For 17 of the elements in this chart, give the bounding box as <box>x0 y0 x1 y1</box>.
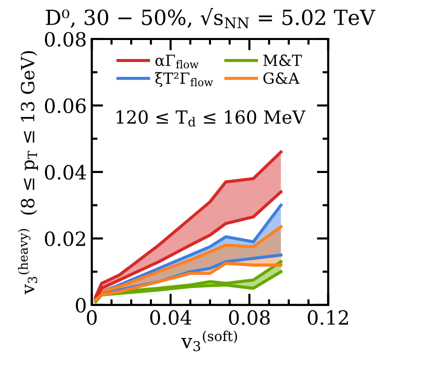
y-tick-label: 0.02 <box>44 231 86 246</box>
legend-label: αΓ$_{flow}$ <box>155 54 199 68</box>
y-tick-label: 0 <box>76 298 86 313</box>
y-tick-label: 0.08 <box>44 32 86 47</box>
x-tick-label: 0.04 <box>150 310 192 325</box>
legend-label: G&A <box>263 72 300 84</box>
x-axis-title: v$_{3}$$^{(soft)}$ <box>181 330 238 352</box>
x-tick-label: 0 <box>86 310 97 325</box>
x-tick-label: 0.12 <box>308 310 348 325</box>
y-axis-title: v$_{3}$$^{(heavy)}$ (8 ≤ p$_{T}$ ≤ 13 GeV) <box>18 51 38 294</box>
legend-label: ξT²Γ$_{flow}$ <box>155 72 213 87</box>
y-tick-label: 0.04 <box>44 164 86 180</box>
annotation: 120 ≤ T$_{d}$ ≤ 160 MeV <box>116 110 306 127</box>
y-tick-label: 0.06 <box>44 98 86 114</box>
chart-title: D⁰, 30 − 50%, √s$_{NN}$ = 5.02 TeV <box>46 8 376 28</box>
x-tick-label: 0.08 <box>229 310 270 325</box>
legend-label: M&T <box>263 54 302 66</box>
